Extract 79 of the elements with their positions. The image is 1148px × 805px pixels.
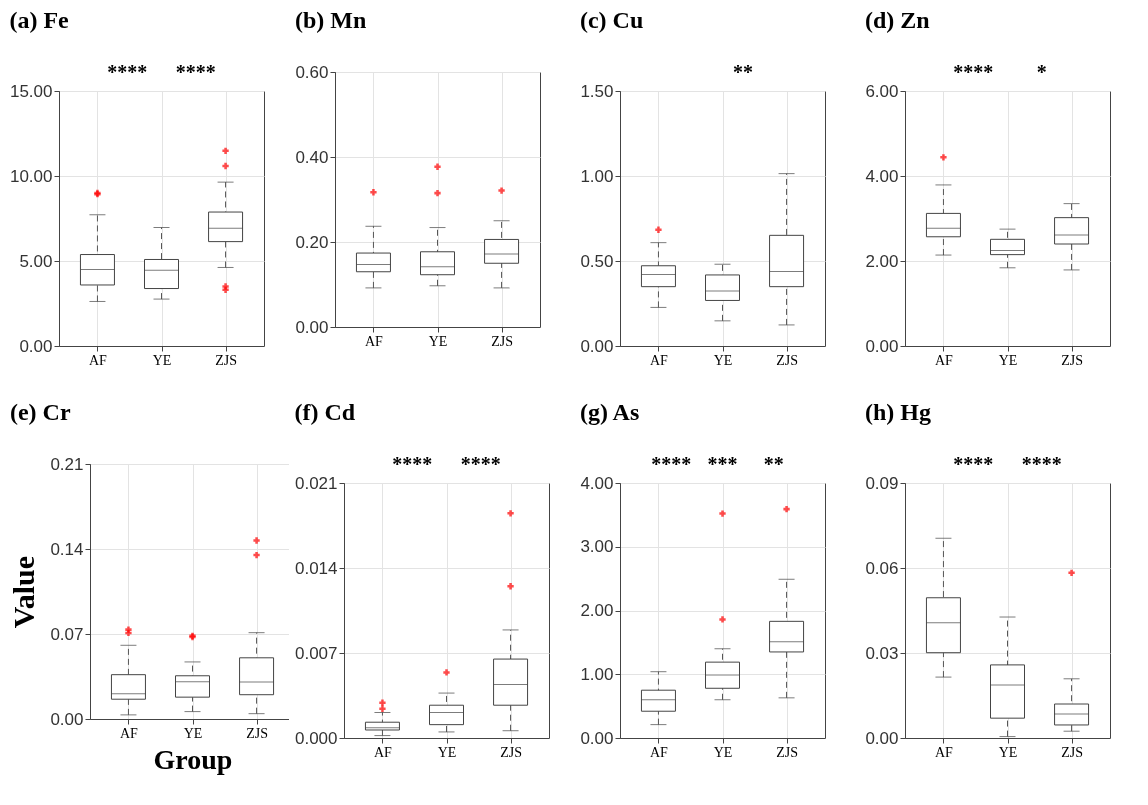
x-tick-label: AF: [649, 744, 669, 760]
y-tick-label: 3.00: [580, 537, 614, 557]
x-tick-label: YE: [713, 352, 733, 368]
text: ****: [175, 61, 216, 83]
y-tick-label: 0.20: [295, 232, 329, 252]
x-tick-label: YE: [428, 333, 448, 349]
x-tick-label: AF: [88, 352, 108, 368]
y-tick-label: 4.00: [865, 166, 899, 186]
y-tick-label: 1.00: [580, 664, 614, 684]
text: *: [1036, 61, 1047, 83]
y-tick-label: 0.007: [294, 643, 338, 663]
text: **: [733, 61, 753, 83]
x-tick-label: AF: [934, 352, 954, 368]
x-tick-label: ZJS: [776, 744, 798, 760]
y-tick-label: 0.21: [50, 454, 84, 474]
y-tick-label: 0.014: [294, 558, 338, 578]
x-tick-label: ZJS: [215, 352, 237, 368]
y-tick-label: 0.021: [294, 473, 338, 493]
y-tick-label: 0.00: [865, 336, 899, 356]
y-tick-label: 15.00: [9, 81, 53, 101]
x-tick-label: YE: [998, 744, 1018, 760]
y-tick-label: 0.50: [580, 251, 614, 271]
text: ***: [707, 453, 738, 475]
y-tick-label: 0.00: [50, 709, 84, 729]
chart-title: (e) Cr: [9, 399, 71, 425]
x-tick-label: ZJS: [491, 333, 513, 349]
x-tick-label: AF: [119, 725, 139, 741]
y-tick-label: 0.00: [19, 336, 53, 356]
y-tick-label: 0.000: [294, 728, 338, 748]
text: ****: [1021, 453, 1062, 475]
x-tick-label: YE: [998, 352, 1018, 368]
x-tick-label: YE: [437, 744, 457, 760]
text: **: [763, 453, 784, 475]
y-tick-label: 0.00: [580, 336, 614, 356]
y-tick-label: 0.00: [580, 728, 614, 748]
text: ****: [953, 453, 994, 475]
y-tick-label: 0.00: [295, 317, 329, 337]
y-tick-label: 0.00: [865, 728, 899, 748]
y-tick-label: 0.07: [50, 624, 84, 644]
x-tick-label: ZJS: [1061, 352, 1083, 368]
chart-title: (f) Cd: [294, 399, 356, 425]
y-tick-label: 2.00: [865, 251, 899, 271]
y-tick-label: 0.40: [295, 147, 329, 167]
x-tick-label: AF: [649, 352, 669, 368]
text: ****: [953, 61, 994, 83]
x-tick-label: YE: [713, 744, 733, 760]
x-tick-label: ZJS: [776, 352, 798, 368]
x-tick-label: AF: [373, 744, 393, 760]
y-tick-label: 4.00: [580, 473, 614, 493]
y-tick-label: 1.00: [580, 166, 614, 186]
x-tick-label: YE: [152, 352, 172, 368]
y-tick-label: 5.00: [19, 251, 53, 271]
y-tick-label: 0.60: [295, 62, 329, 82]
text: ****: [460, 453, 501, 475]
chart-title: (b) Mn: [294, 7, 367, 33]
chart-title: (g) As: [579, 399, 640, 425]
x-tick-label: YE: [183, 725, 203, 741]
chart-title: (h) Hg: [864, 399, 931, 425]
x-tick-label: ZJS: [246, 725, 268, 741]
y-tick-label: 6.00: [865, 81, 899, 101]
y-axis-title: Value: [7, 555, 41, 629]
y-tick-label: 0.06: [865, 558, 899, 578]
y-tick-label: 0.14: [50, 539, 84, 559]
chart-title: (d) Zn: [864, 7, 930, 33]
x-axis-title: Group: [153, 743, 233, 775]
y-tick-label: 2.00: [580, 601, 614, 620]
text: ****: [107, 61, 148, 83]
x-tick-label: AF: [934, 744, 954, 760]
y-tick-label: 0.03: [865, 643, 899, 663]
text: ****: [392, 453, 433, 475]
x-tick-label: AF: [364, 333, 384, 349]
y-tick-label: 0.09: [865, 473, 899, 493]
x-tick-label: ZJS: [500, 744, 522, 760]
x-tick-label: ZJS: [1061, 744, 1083, 760]
y-tick-label: 1.50: [580, 81, 614, 101]
text: ****: [651, 453, 692, 475]
y-tick-label: 10.00: [9, 166, 53, 186]
chart-title: (a) Fe: [9, 7, 70, 33]
chart-title: (c) Cu: [579, 7, 644, 33]
